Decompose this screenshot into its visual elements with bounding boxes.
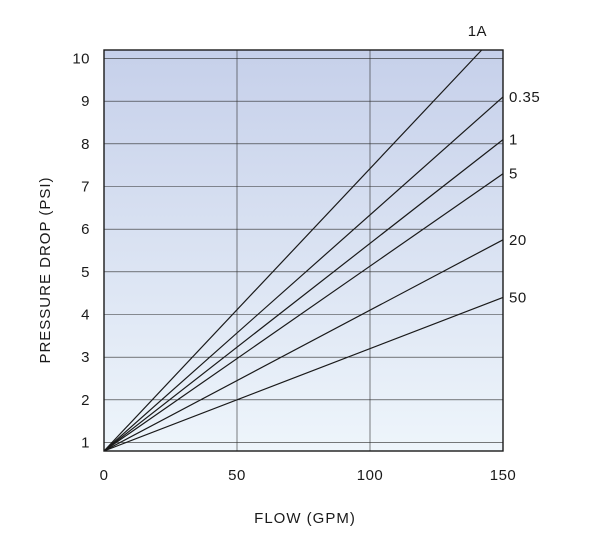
- series-label-20: 20: [509, 232, 527, 249]
- y-axis-title: PRESSURE DROP (PSI): [37, 176, 54, 363]
- x-tick-150: 150: [490, 467, 517, 484]
- series-line-1: [103, 139, 504, 452]
- y-tick-1: 1: [81, 434, 90, 451]
- y-tick-5: 5: [81, 264, 90, 281]
- series-lines: [103, 49, 504, 452]
- series-label-0.35: 0.35: [509, 89, 540, 106]
- series-line-50: [103, 296, 504, 452]
- series-line-5: [103, 173, 504, 452]
- y-tick-labels: 1 2 3 4 5 6 7 8 9 10: [72, 51, 90, 452]
- grid: [104, 50, 503, 451]
- x-tick-50: 50: [228, 467, 246, 484]
- plot-frame: [103, 49, 504, 452]
- series-label-5: 5: [509, 166, 518, 183]
- y-tick-7: 7: [81, 179, 90, 196]
- y-tick-9: 9: [81, 93, 90, 110]
- y-tick-4: 4: [81, 306, 90, 323]
- y-tick-6: 6: [81, 221, 90, 238]
- x-tick-100: 100: [357, 467, 384, 484]
- series-line-20: [103, 239, 504, 452]
- y-tick-2: 2: [81, 392, 90, 409]
- series-labels: 1A 0.35 1 5 20 50: [468, 23, 540, 306]
- y-tick-10: 10: [72, 51, 90, 68]
- series-line-1A: [103, 49, 483, 452]
- series-line-0.35: [103, 96, 504, 452]
- series-label-1A: 1A: [468, 23, 487, 40]
- x-tick-labels: 0 50 100 150: [100, 467, 517, 484]
- series-label-50: 50: [509, 289, 527, 306]
- plot-area: [104, 50, 503, 451]
- x-tick-0: 0: [100, 467, 109, 484]
- y-tick-3: 3: [81, 349, 90, 366]
- x-axis-title: FLOW (GPM): [254, 510, 356, 527]
- y-tick-8: 8: [81, 136, 90, 153]
- series-label-1: 1: [509, 132, 518, 149]
